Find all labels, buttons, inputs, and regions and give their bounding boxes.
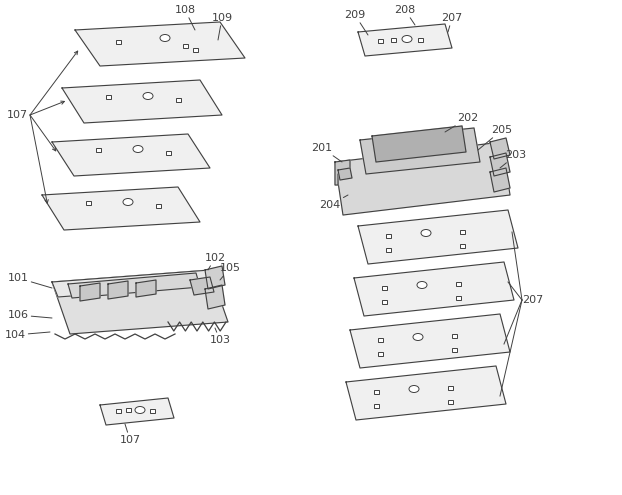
- Text: 107: 107: [7, 110, 28, 120]
- Polygon shape: [108, 281, 128, 299]
- Bar: [96, 148, 101, 152]
- Text: 207: 207: [522, 295, 543, 305]
- Bar: [373, 404, 379, 408]
- Bar: [378, 39, 383, 43]
- Text: 208: 208: [394, 5, 415, 25]
- Ellipse shape: [402, 36, 412, 43]
- Polygon shape: [490, 168, 510, 192]
- Polygon shape: [190, 277, 214, 295]
- Text: 201: 201: [312, 143, 342, 162]
- Text: 207: 207: [442, 13, 463, 32]
- Bar: [106, 95, 111, 99]
- Ellipse shape: [143, 93, 153, 99]
- Polygon shape: [62, 80, 222, 123]
- Polygon shape: [335, 142, 510, 215]
- Bar: [85, 201, 90, 205]
- Polygon shape: [205, 266, 225, 289]
- Bar: [417, 38, 422, 42]
- Ellipse shape: [413, 334, 423, 341]
- Bar: [381, 300, 386, 304]
- Ellipse shape: [421, 230, 431, 237]
- Polygon shape: [350, 314, 510, 368]
- Polygon shape: [100, 398, 174, 425]
- Polygon shape: [360, 128, 480, 174]
- Polygon shape: [346, 366, 506, 420]
- Bar: [182, 44, 187, 48]
- Text: 104: 104: [4, 330, 50, 340]
- Ellipse shape: [123, 198, 133, 205]
- Bar: [378, 338, 383, 342]
- Polygon shape: [52, 270, 216, 297]
- Text: 101: 101: [7, 273, 52, 288]
- Bar: [455, 296, 460, 300]
- Text: 108: 108: [174, 5, 195, 30]
- Ellipse shape: [417, 282, 427, 289]
- Bar: [156, 204, 160, 208]
- Polygon shape: [75, 22, 245, 66]
- Bar: [452, 334, 457, 338]
- Polygon shape: [354, 262, 514, 316]
- Polygon shape: [358, 24, 452, 56]
- Polygon shape: [490, 153, 510, 176]
- Polygon shape: [338, 168, 352, 180]
- Text: 106: 106: [7, 310, 52, 320]
- Bar: [447, 386, 452, 390]
- Bar: [460, 230, 465, 234]
- Polygon shape: [42, 187, 200, 230]
- Text: 107: 107: [119, 424, 141, 445]
- Bar: [460, 244, 465, 248]
- Text: 204: 204: [319, 195, 348, 210]
- Bar: [381, 286, 386, 290]
- Bar: [192, 48, 198, 52]
- Ellipse shape: [135, 406, 145, 413]
- Ellipse shape: [409, 386, 419, 393]
- Bar: [373, 390, 379, 394]
- Polygon shape: [68, 273, 200, 298]
- Polygon shape: [136, 280, 156, 297]
- Polygon shape: [372, 126, 466, 162]
- Bar: [386, 248, 391, 252]
- Text: 102: 102: [205, 253, 226, 270]
- Bar: [116, 40, 121, 44]
- Polygon shape: [335, 160, 350, 185]
- Text: 105: 105: [220, 263, 241, 280]
- Bar: [378, 352, 383, 356]
- Bar: [175, 98, 180, 102]
- Polygon shape: [358, 210, 518, 264]
- Text: 205: 205: [478, 125, 513, 150]
- Text: 103: 103: [210, 328, 231, 345]
- Bar: [386, 234, 391, 238]
- Text: 209: 209: [345, 10, 368, 35]
- Ellipse shape: [160, 35, 170, 42]
- Bar: [149, 409, 154, 413]
- Text: 109: 109: [211, 13, 233, 40]
- Bar: [452, 348, 457, 352]
- Polygon shape: [52, 134, 210, 176]
- Polygon shape: [52, 270, 228, 334]
- Polygon shape: [80, 283, 100, 301]
- Polygon shape: [205, 285, 225, 309]
- Bar: [447, 400, 452, 404]
- Bar: [116, 409, 121, 413]
- Bar: [455, 282, 460, 286]
- Bar: [126, 408, 131, 412]
- Ellipse shape: [133, 146, 143, 152]
- Polygon shape: [490, 138, 510, 159]
- Text: 203: 203: [500, 150, 527, 168]
- Bar: [391, 38, 396, 42]
- Text: 202: 202: [445, 113, 478, 132]
- Bar: [165, 151, 170, 155]
